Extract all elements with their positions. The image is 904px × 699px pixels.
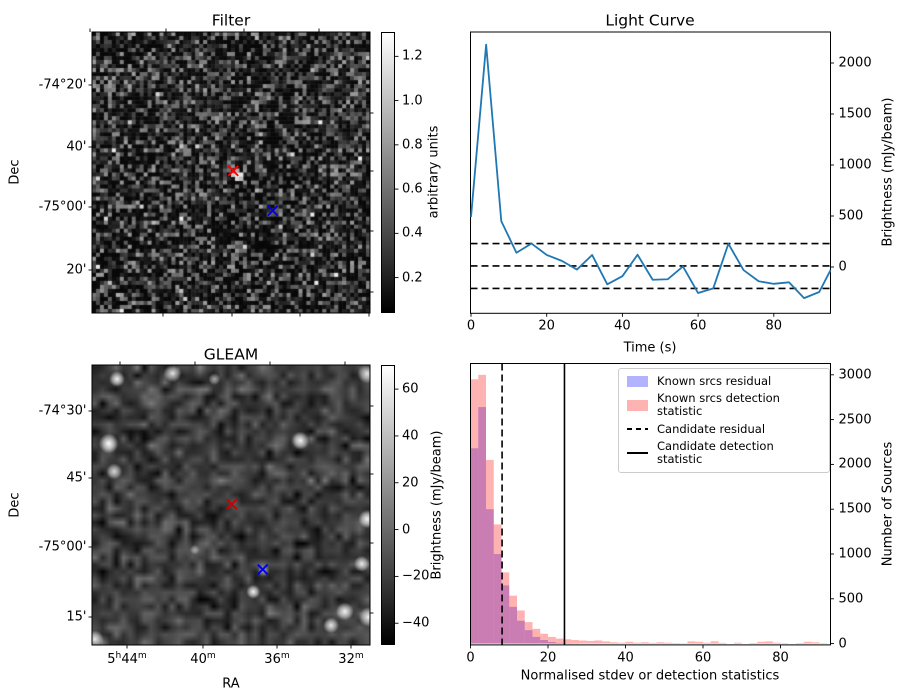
filter-y-tick-label: -74°20' bbox=[38, 77, 87, 93]
dashed-line-swatch bbox=[627, 428, 648, 431]
filter-y-tick-label: 20' bbox=[66, 262, 87, 278]
gleam-y-axis-label: Dec bbox=[7, 492, 23, 518]
light-curve-y-tick-label: 2000 bbox=[838, 55, 872, 71]
light-curve-x-axis-label: Time (s) bbox=[623, 340, 677, 356]
light-curve-line bbox=[470, 43, 832, 300]
gleam-colorbar-tick-label: 40 bbox=[402, 428, 419, 444]
histogram-y-tick-label: 1500 bbox=[838, 501, 872, 517]
filter-colorbar-tick-label: 0.4 bbox=[402, 225, 423, 241]
legend-item-known-srcs-residual: Known srcs residual bbox=[627, 374, 821, 388]
histogram-y-tick-label: 2000 bbox=[838, 456, 872, 472]
filter-y-tick-label: -75°00' bbox=[38, 199, 87, 215]
filter-colorbar bbox=[381, 32, 395, 313]
histogram-x-tick-label: 0 bbox=[466, 650, 475, 666]
filter-colorbar-tick-label: 0.8 bbox=[402, 137, 423, 153]
legend-label: Known srcs detection statistic bbox=[657, 391, 780, 419]
filter-title: Filter bbox=[211, 11, 251, 30]
histogram-y-tick-label: 0 bbox=[838, 636, 847, 652]
legend-label: Candidate residual bbox=[657, 421, 766, 436]
filter-image bbox=[92, 32, 370, 313]
filter-colorbar-label: arbitrary units bbox=[426, 125, 442, 219]
gleam-y-tick-label: 45' bbox=[66, 470, 87, 486]
filter-colorbar-tick-label: 1.2 bbox=[402, 48, 423, 64]
filter-colorbar-tick-label: 1.0 bbox=[402, 93, 423, 109]
gleam-title: GLEAM bbox=[203, 345, 259, 364]
gleam-colorbar-tick-label: −20 bbox=[402, 568, 430, 584]
gleam-x-axis-label: RA bbox=[222, 676, 240, 692]
light-curve-y-tick-label: 500 bbox=[838, 208, 864, 224]
light-curve-y-tick-label: 0 bbox=[838, 259, 847, 275]
gleam-colorbar-label: Brightness (mJy/beam) bbox=[429, 430, 445, 580]
histogram-legend: Known srcs residual Known srcs detection… bbox=[618, 368, 830, 474]
gleam-colorbar-tick-label: 20 bbox=[402, 475, 419, 491]
light-curve-x-tick-label: 80 bbox=[765, 318, 783, 334]
histogram-series bbox=[470, 407, 579, 644]
histogram-x-axis-label: Normalised stdev or detection statistics bbox=[520, 668, 780, 684]
histogram-y-tick-label: 3000 bbox=[838, 367, 872, 383]
light-curve-y-tick-label: 1000 bbox=[838, 157, 872, 173]
gleam-x-tick-label: 32m bbox=[338, 650, 364, 668]
histogram-y-tick-label: 2500 bbox=[838, 412, 872, 428]
filter-y-tick-label: 40' bbox=[66, 139, 87, 155]
gleam-y-tick-label: -75°00' bbox=[38, 539, 87, 555]
filter-colorbar-tick-label: 0.6 bbox=[402, 181, 423, 197]
gleam-x-tick-label: 36m bbox=[264, 650, 290, 668]
legend-label: Known srcs residual bbox=[657, 374, 772, 388]
histogram-x-tick-label: 40 bbox=[617, 650, 634, 666]
light-curve-x-tick-label: 60 bbox=[689, 318, 707, 334]
legend-label: Candidate detection statistic bbox=[657, 438, 774, 467]
gleam-image bbox=[92, 365, 370, 645]
light-curve-title: Light Curve bbox=[605, 11, 695, 30]
gleam-x-tick-label: 5h44m bbox=[107, 650, 147, 668]
gleam-colorbar-tick-label: −40 bbox=[402, 615, 430, 631]
histogram-y-tick-label: 500 bbox=[838, 591, 864, 607]
histogram-x-tick-label: 20 bbox=[539, 650, 557, 666]
gleam-colorbar-tick-label: 0 bbox=[402, 522, 411, 538]
gleam-x-tick-label: 40m bbox=[190, 650, 216, 668]
histogram-y-axis-label: Number of Sources bbox=[880, 441, 896, 567]
light-curve-x-tick-label: 0 bbox=[466, 318, 476, 334]
solid-line-swatch bbox=[627, 452, 648, 455]
legend-item-candidate-residual: Candidate residual bbox=[627, 421, 821, 436]
legend-item-known-srcs-detection-statistic: Known srcs detection statistic bbox=[627, 391, 821, 419]
red-patch-swatch bbox=[627, 399, 648, 411]
light-curve-x-tick-label: 40 bbox=[614, 318, 631, 334]
gleam-colorbar-tick-label: 60 bbox=[402, 381, 419, 397]
filter-colorbar-tick-label: 0.2 bbox=[402, 270, 423, 286]
gleam-y-tick-label: 15' bbox=[66, 609, 87, 625]
light-curve-y-axis-label: Brightness (mJy/beam) bbox=[880, 97, 896, 247]
gleam-y-tick-label: -74°30' bbox=[38, 403, 87, 419]
histogram-x-tick-label: 60 bbox=[694, 650, 712, 666]
light-curve-x-tick-label: 20 bbox=[538, 318, 555, 334]
histogram-x-tick-label: 80 bbox=[772, 650, 789, 666]
blue-patch-swatch bbox=[627, 376, 648, 388]
legend-item-candidate-detection-statistic: Candidate detection statistic bbox=[627, 438, 821, 467]
histogram-y-tick-label: 1000 bbox=[838, 546, 872, 562]
filter-y-axis-label: Dec bbox=[7, 159, 23, 185]
light-curve-spines bbox=[470, 31, 831, 314]
gleam-colorbar bbox=[381, 365, 395, 645]
light-curve-y-tick-label: 1500 bbox=[838, 106, 872, 122]
